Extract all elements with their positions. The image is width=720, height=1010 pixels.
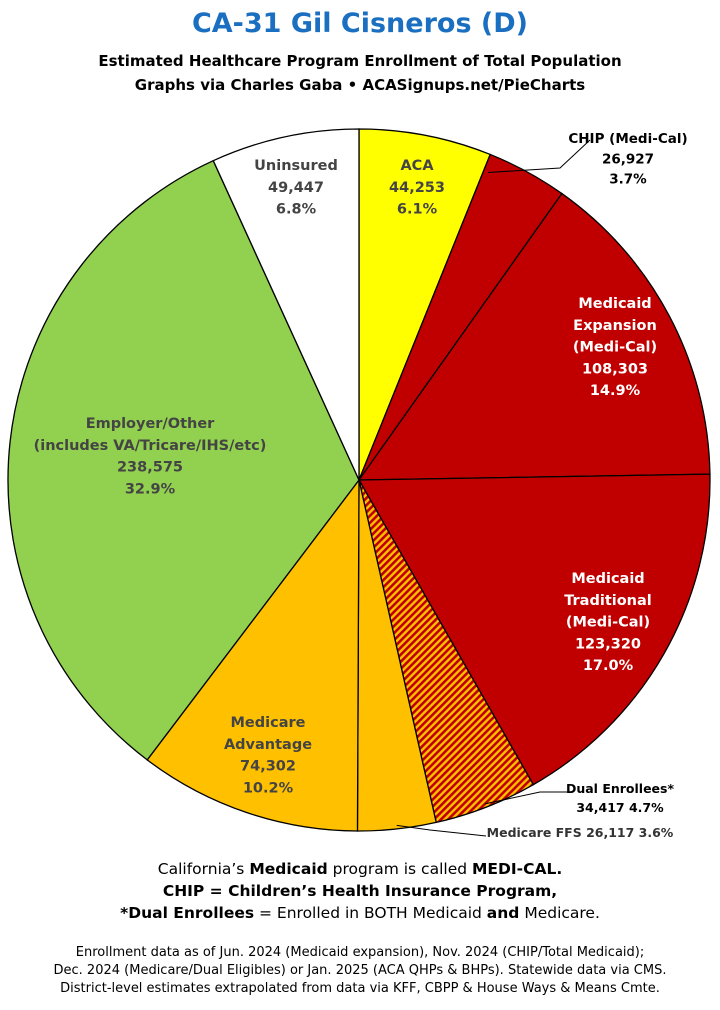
slice-label-dual: Dual Enrollees* 34,417 4.7%	[566, 781, 675, 815]
slice-label-chip: CHIP (Medi-Cal) 26,927 3.7%	[568, 131, 687, 188]
slice-label-medicaid-expansion: Medicaid Expansion (Medi-Cal) 108,303 14.9%	[573, 296, 657, 399]
pie-slice-aca	[358, 128, 492, 481]
leader-line-dual	[484, 791, 570, 805]
pie-slice-employer	[7, 159, 360, 761]
notes: California’s Medicaid program is called …	[0, 858, 720, 924]
note-line-1: California’s Medicaid program is called …	[157, 860, 563, 878]
leader-line-medicare-ffs	[396, 824, 487, 837]
chart-credit: Graphs via Charles Gaba • ACASignups.net…	[134, 76, 586, 94]
pie-chart: ACA 44,253 6.1% CHIP (Medi-Cal) 26,927 3.7% Me…	[7, 128, 711, 840]
pie-slice-medicare-advantage	[146, 478, 360, 832]
note-line-3: *Dual Enrollees = Enrolled in BOTH Medic…	[120, 904, 600, 922]
pie-slice-uninsured	[212, 128, 360, 481]
chart-subtitle: Estimated Healthcare Program Enrollment …	[98, 52, 622, 70]
slice-label-uninsured: Uninsured 49,447 6.8%	[254, 158, 338, 218]
slice-label-aca: ACA 44,253 6.1%	[389, 158, 445, 218]
slice-label-employer: Employer/Other (includes VA/Tricare/IHS/e…	[34, 416, 267, 497]
footer-line-2: Dec. 2024 (Medicare/Dual Eligibles) or J…	[53, 963, 667, 978]
pie-slice-medicaid-traditional	[357, 473, 711, 786]
footer-sources: Enrollment data as of Jun. 2024 (Medicai…	[0, 944, 720, 998]
footer-line-3: District-level estimates extrapolated fr…	[60, 981, 660, 996]
pie-slice-medicaid-expansion	[357, 192, 711, 481]
footer-line-1: Enrollment data as of Jun. 2024 (Medicai…	[75, 945, 645, 960]
slice-label-medicaid-traditional: Medicaid Traditional (Medi-Cal) 123,320 17.0…	[564, 571, 652, 674]
leader-line-chip	[487, 139, 591, 173]
slice-label-medicare-advantage: Medicare Advantage 74,302 10.2%	[224, 715, 312, 796]
slice-label-medicare-ffs: Medicare FFS 26,117 3.6%	[487, 825, 674, 840]
chart-title: CA-31 Gil Cisneros (D)	[191, 8, 529, 39]
note-line-2: CHIP = Children’s Health Insurance Progr…	[162, 882, 558, 900]
